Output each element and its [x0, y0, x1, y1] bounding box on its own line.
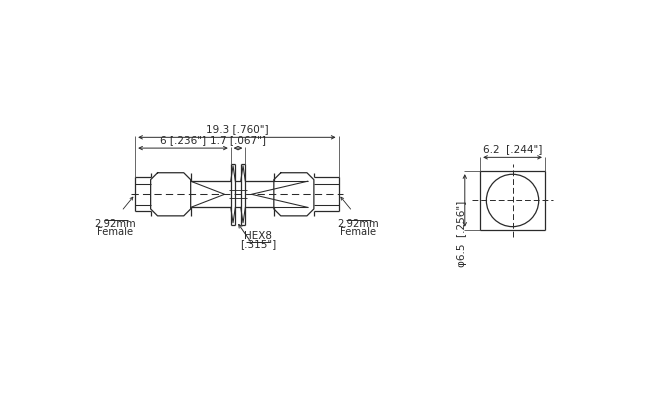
Text: φ6.5  [.256"]: φ6.5 [.256"]	[457, 200, 467, 267]
Text: Female: Female	[97, 227, 133, 237]
Text: 2.92mm: 2.92mm	[94, 219, 136, 229]
Text: 1.7 [.067"]: 1.7 [.067"]	[210, 135, 266, 145]
Text: 6.2  [.244"]: 6.2 [.244"]	[483, 144, 542, 154]
Text: HEX8: HEX8	[244, 231, 272, 241]
Text: 2.92mm: 2.92mm	[338, 219, 380, 229]
Text: [.315"]: [.315"]	[240, 239, 276, 249]
Text: 6 [.236"]: 6 [.236"]	[160, 135, 206, 145]
Text: Female: Female	[341, 227, 376, 237]
Text: 19.3 [.760"]: 19.3 [.760"]	[205, 124, 268, 134]
